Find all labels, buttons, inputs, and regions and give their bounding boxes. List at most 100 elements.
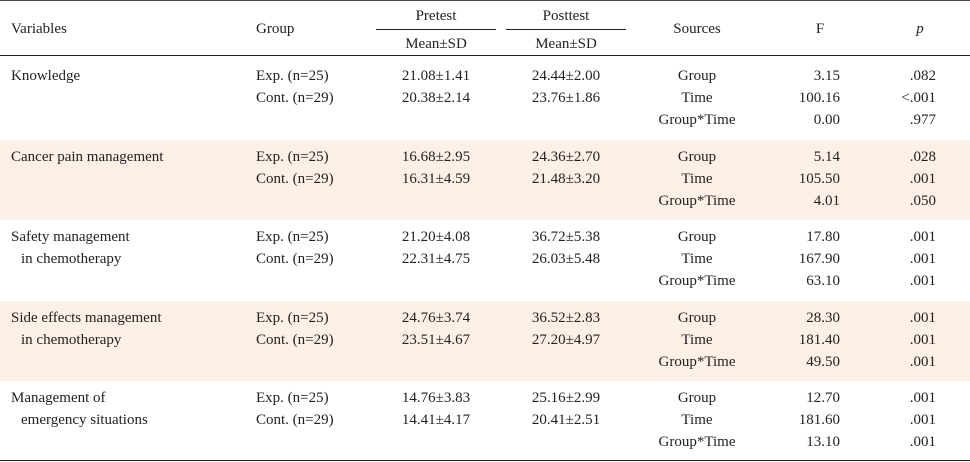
- p-value: .001: [909, 332, 936, 348]
- bottom-rule: [0, 460, 970, 461]
- p-value: .028: [909, 149, 936, 165]
- group-label: Exp. (n=25): [256, 390, 329, 406]
- header-variables: Variables: [11, 21, 67, 37]
- group-label: Cont. (n=29): [256, 332, 334, 348]
- posttest-value: 20.41±2.51: [531, 412, 601, 428]
- f-value: 49.50: [806, 354, 840, 370]
- source-label: Group: [677, 149, 717, 165]
- f-value: 181.40: [798, 332, 840, 348]
- pretest-value: 16.31±4.59: [401, 171, 471, 187]
- group-label: Cont. (n=29): [256, 251, 334, 267]
- f-value: 100.16: [798, 90, 840, 106]
- group-label: Exp. (n=25): [256, 310, 329, 326]
- group-label: Cont. (n=29): [256, 171, 334, 187]
- variable-name: in chemotherapy: [21, 332, 122, 348]
- group-label: Cont. (n=29): [256, 90, 334, 106]
- pretest-value: 21.08±1.41: [401, 68, 471, 84]
- posttest-value: 24.36±2.70: [531, 149, 601, 165]
- p-value: .001: [909, 251, 936, 267]
- source-label: Group*Time: [658, 112, 736, 128]
- pretest-subrule: [376, 29, 496, 30]
- variable-name: Management of: [11, 390, 106, 406]
- source-label: Time: [681, 90, 713, 106]
- header-pretest-meansd: Mean±SD: [405, 36, 467, 52]
- top-rule: [0, 0, 970, 1]
- source-label: Group*Time: [658, 273, 736, 289]
- p-value: .082: [909, 68, 936, 84]
- header-bottom-rule: [0, 55, 970, 56]
- f-value: 63.10: [806, 273, 840, 289]
- p-value: .001: [909, 412, 936, 428]
- header-p: p: [916, 21, 924, 37]
- posttest-value: 23.76±1.86: [531, 90, 601, 106]
- pretest-value: 20.38±2.14: [401, 90, 471, 106]
- f-value: 181.60: [798, 412, 840, 428]
- posttest-value: 36.52±2.83: [531, 310, 601, 326]
- header-posttest: Posttest: [542, 8, 590, 24]
- p-value: .050: [909, 193, 936, 209]
- source-label: Group: [677, 310, 717, 326]
- pretest-value: 16.68±2.95: [401, 149, 471, 165]
- variable-name: in chemotherapy: [21, 251, 122, 267]
- group-label: Exp. (n=25): [256, 68, 329, 84]
- posttest-value: 27.20±4.97: [531, 332, 601, 348]
- f-value: 0.00: [813, 112, 840, 128]
- f-value: 3.15: [813, 68, 840, 84]
- p-value: .977: [909, 112, 936, 128]
- posttest-value: 26.03±5.48: [531, 251, 601, 267]
- pretest-value: 22.31±4.75: [401, 251, 471, 267]
- p-value: .001: [909, 434, 936, 450]
- pretest-value: 24.76±3.74: [401, 310, 471, 326]
- variable-name: Side effects management: [11, 310, 162, 326]
- p-value: .001: [909, 390, 936, 406]
- p-value: .001: [909, 354, 936, 370]
- group-label: Exp. (n=25): [256, 149, 329, 165]
- posttest-value: 25.16±2.99: [531, 390, 601, 406]
- row-shading: [0, 301, 970, 381]
- source-label: Group*Time: [658, 434, 736, 450]
- variable-name: Cancer pain management: [11, 149, 164, 165]
- f-value: 167.90: [798, 251, 840, 267]
- f-value: 28.30: [806, 310, 840, 326]
- variable-name: emergency situations: [21, 412, 148, 428]
- p-value: .001: [909, 310, 936, 326]
- pretest-value: 14.76±3.83: [401, 390, 471, 406]
- p-value: <.001: [901, 90, 936, 106]
- p-value: .001: [909, 171, 936, 187]
- source-label: Group: [677, 390, 717, 406]
- header-f: F: [815, 21, 825, 37]
- row-shading: [0, 140, 970, 220]
- variable-name: Knowledge: [11, 68, 81, 84]
- f-value: 105.50: [798, 171, 840, 187]
- f-value: 5.14: [813, 149, 840, 165]
- header-posttest-meansd: Mean±SD: [535, 36, 597, 52]
- f-value: 4.01: [813, 193, 840, 209]
- source-label: Time: [681, 332, 713, 348]
- header-pretest: Pretest: [415, 8, 457, 24]
- source-label: Time: [681, 171, 713, 187]
- posttest-subrule: [506, 29, 626, 30]
- source-label: Time: [681, 412, 713, 428]
- f-value: 17.80: [806, 229, 840, 245]
- header-group: Group: [256, 21, 295, 37]
- pretest-value: 21.20±4.08: [401, 229, 471, 245]
- f-value: 12.70: [806, 390, 840, 406]
- p-value: .001: [909, 273, 936, 289]
- source-label: Group: [677, 68, 717, 84]
- posttest-value: 36.72±5.38: [531, 229, 601, 245]
- posttest-value: 21.48±3.20: [531, 171, 601, 187]
- f-value: 13.10: [806, 434, 840, 450]
- source-label: Group*Time: [658, 193, 736, 209]
- posttest-value: 24.44±2.00: [531, 68, 601, 84]
- variable-name: Safety management: [11, 229, 130, 245]
- group-label: Cont. (n=29): [256, 412, 334, 428]
- group-label: Exp. (n=25): [256, 229, 329, 245]
- pretest-value: 23.51±4.67: [401, 332, 471, 348]
- p-value: .001: [909, 229, 936, 245]
- source-label: Group: [677, 229, 717, 245]
- source-label: Group*Time: [658, 354, 736, 370]
- source-label: Time: [681, 251, 713, 267]
- header-sources: Sources: [673, 21, 721, 37]
- pretest-value: 14.41±4.17: [401, 412, 471, 428]
